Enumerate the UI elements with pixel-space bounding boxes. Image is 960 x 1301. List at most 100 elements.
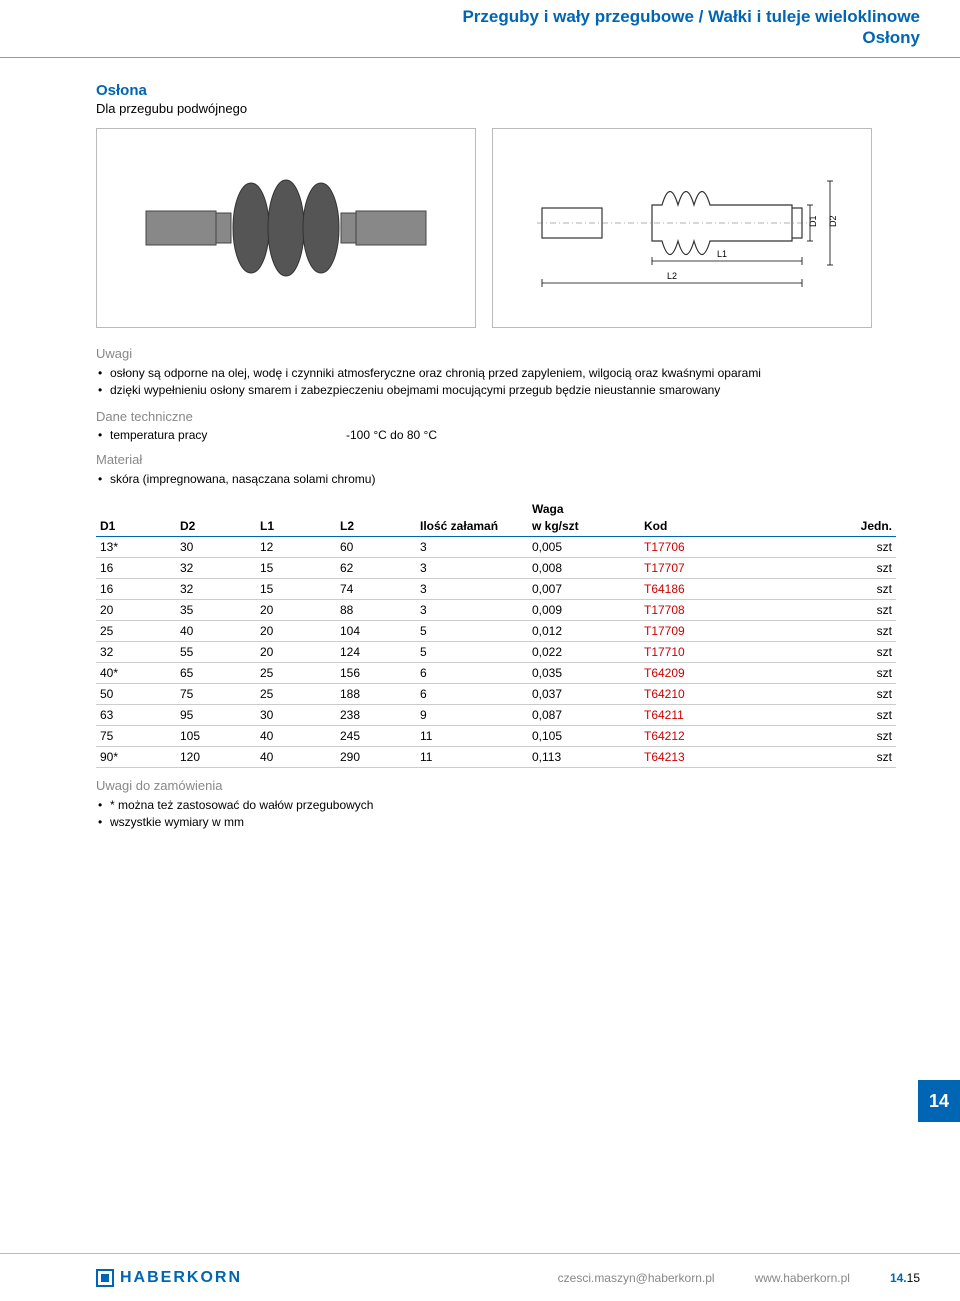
photo-box bbox=[96, 128, 476, 328]
figure-row: D1 D2 L1 L2 bbox=[96, 128, 896, 328]
table-cell: T17708 bbox=[640, 599, 816, 620]
table-cell: T64209 bbox=[640, 662, 816, 683]
table-cell: 20 bbox=[256, 620, 336, 641]
danetech-row: temperatura pracy -100 °C do 80 °C bbox=[96, 428, 896, 442]
table-cell: 20 bbox=[256, 599, 336, 620]
table-cell: 25 bbox=[256, 683, 336, 704]
uwagi-list: osłony są odporne na olej, wodę i czynni… bbox=[96, 365, 896, 400]
table-cell: T17707 bbox=[640, 557, 816, 578]
table-cell: 40 bbox=[256, 725, 336, 746]
table-cell: 0,012 bbox=[528, 620, 640, 641]
product-subtitle: Dla przegubu podwójnego bbox=[96, 101, 896, 116]
logo-text: HABERKORN bbox=[120, 1269, 242, 1287]
table-cell: szt bbox=[816, 662, 896, 683]
table-cell: 25 bbox=[256, 662, 336, 683]
table-cell: 6 bbox=[416, 662, 528, 683]
table-row: 7510540245110,105T64212szt bbox=[96, 725, 896, 746]
table-cell: 16 bbox=[96, 557, 176, 578]
table-cell: 124 bbox=[336, 641, 416, 662]
table-cell: T64210 bbox=[640, 683, 816, 704]
dim-d1: D1 bbox=[808, 215, 818, 227]
uwagi-item: dzięki wypełnieniu osłony smarem i zabez… bbox=[96, 382, 896, 399]
table-cell: 3 bbox=[416, 536, 528, 557]
dim-l2: L2 bbox=[667, 271, 677, 281]
table-cell: 50 bbox=[96, 683, 176, 704]
page-header: Przeguby i wały przegubowe / Wałki i tul… bbox=[0, 0, 960, 55]
table-cell: szt bbox=[816, 746, 896, 767]
header-line1: Przeguby i wały przegubowe / Wałki i tul… bbox=[0, 6, 920, 27]
table-row: 32552012450,022T17710szt bbox=[96, 641, 896, 662]
th-d1: D1 bbox=[96, 499, 176, 537]
table-cell: szt bbox=[816, 620, 896, 641]
table-cell: 90* bbox=[96, 746, 176, 767]
table-cell: 238 bbox=[336, 704, 416, 725]
table-cell: 63 bbox=[96, 704, 176, 725]
uwagi-item: osłony są odporne na olej, wodę i czynni… bbox=[96, 365, 896, 382]
table-cell: 104 bbox=[336, 620, 416, 641]
table-cell: 105 bbox=[176, 725, 256, 746]
table-cell: 16 bbox=[96, 578, 176, 599]
table-cell: szt bbox=[816, 725, 896, 746]
table-row: 1632156230,008T17707szt bbox=[96, 557, 896, 578]
table-cell: 188 bbox=[336, 683, 416, 704]
table-cell: T17710 bbox=[640, 641, 816, 662]
table-cell: 32 bbox=[176, 578, 256, 599]
table-row: 50752518860,037T64210szt bbox=[96, 683, 896, 704]
table-cell: 0,008 bbox=[528, 557, 640, 578]
page-footer: HABERKORN czesci.maszyn@haberkorn.pl www… bbox=[0, 1253, 960, 1301]
table-row: 13*30126030,005T17706szt bbox=[96, 536, 896, 557]
table-cell: 0,005 bbox=[528, 536, 640, 557]
table-cell: T17709 bbox=[640, 620, 816, 641]
table-cell: T64213 bbox=[640, 746, 816, 767]
table-cell: 62 bbox=[336, 557, 416, 578]
table-cell: 65 bbox=[176, 662, 256, 683]
table-cell: 0,035 bbox=[528, 662, 640, 683]
th-waga-bottom: w kg/szt bbox=[528, 516, 640, 537]
uwagi-heading: Uwagi bbox=[96, 346, 896, 361]
table-cell: 60 bbox=[336, 536, 416, 557]
table-cell: 11 bbox=[416, 746, 528, 767]
table-row: 63953023890,087T64211szt bbox=[96, 704, 896, 725]
bellows-photo-svg bbox=[136, 163, 436, 293]
table-cell: 120 bbox=[176, 746, 256, 767]
table-cell: 40 bbox=[176, 620, 256, 641]
table-cell: 20 bbox=[96, 599, 176, 620]
th-l1: L1 bbox=[256, 499, 336, 537]
table-cell: T64211 bbox=[640, 704, 816, 725]
product-title: Osłona bbox=[96, 82, 896, 99]
th-l2: L2 bbox=[336, 499, 416, 537]
table-row: 2035208830,009T17708szt bbox=[96, 599, 896, 620]
danetech-label: temperatura pracy bbox=[96, 428, 346, 442]
table-cell: 13* bbox=[96, 536, 176, 557]
th-ilosc: Ilość załamań bbox=[416, 499, 528, 537]
table-row: 40*652515660,035T64209szt bbox=[96, 662, 896, 683]
table-cell: 75 bbox=[176, 683, 256, 704]
table-cell: szt bbox=[816, 536, 896, 557]
th-jedn: Jedn. bbox=[816, 499, 896, 537]
table-cell: T17706 bbox=[640, 536, 816, 557]
th-d2: D2 bbox=[176, 499, 256, 537]
footer-links: czesci.maszyn@haberkorn.pl www.haberkorn… bbox=[558, 1271, 920, 1285]
table-cell: 0,113 bbox=[528, 746, 640, 767]
table-cell: 245 bbox=[336, 725, 416, 746]
table-cell: szt bbox=[816, 683, 896, 704]
table-row: 25402010450,012T17709szt bbox=[96, 620, 896, 641]
material-heading: Materiał bbox=[96, 452, 896, 467]
table-cell: T64186 bbox=[640, 578, 816, 599]
uwagi-zam-item: * można też zastosować do wałów przegubo… bbox=[96, 797, 896, 814]
table-cell: 3 bbox=[416, 578, 528, 599]
table-cell: 30 bbox=[256, 704, 336, 725]
footer-logo: HABERKORN bbox=[96, 1269, 242, 1287]
bellows-diagram-svg: D1 D2 L1 L2 bbox=[512, 143, 852, 313]
table-cell: 3 bbox=[416, 557, 528, 578]
table-cell: 32 bbox=[176, 557, 256, 578]
table-cell: 74 bbox=[336, 578, 416, 599]
dim-d2: D2 bbox=[828, 215, 838, 227]
danetech-heading: Dane techniczne bbox=[96, 409, 896, 424]
table-cell: 35 bbox=[176, 599, 256, 620]
page-num: 15 bbox=[907, 1271, 920, 1285]
table-cell: 156 bbox=[336, 662, 416, 683]
table-body: 13*30126030,005T17706szt1632156230,008T1… bbox=[96, 536, 896, 767]
table-cell: 0,105 bbox=[528, 725, 640, 746]
table-cell: 6 bbox=[416, 683, 528, 704]
